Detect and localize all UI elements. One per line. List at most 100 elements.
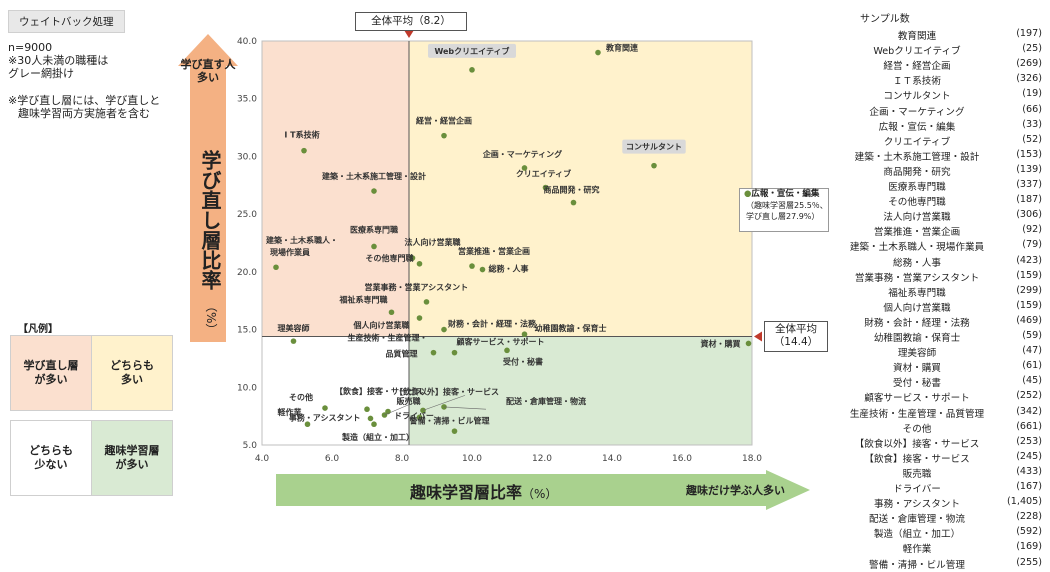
point-label: 企画・マーケティング xyxy=(482,149,562,159)
point-label: 幼稚園教諭・保育士 xyxy=(535,323,607,333)
y-tick-label: 10.0 xyxy=(237,383,257,393)
data-point xyxy=(290,338,297,344)
data-point xyxy=(451,428,458,434)
data-point xyxy=(420,407,426,414)
data-point xyxy=(409,255,416,261)
legend-relearn-high: 学び直し層 が多い xyxy=(10,335,92,411)
sample-row-name: 顧客サービス・サポート xyxy=(864,393,970,405)
sample-row-count: (197) xyxy=(1016,28,1042,39)
point-label: Webクリエイティブ xyxy=(434,46,509,56)
sample-row-name: 企画・マーケティング xyxy=(869,106,965,118)
x-arrow-main-text: 趣味学習層比率 xyxy=(410,483,523,502)
sample-row-name: 総務・人事 xyxy=(893,257,941,269)
point-label: クリエイティブ xyxy=(516,169,571,179)
data-point xyxy=(273,264,279,271)
sample-row-count: (139) xyxy=(1016,163,1042,175)
data-point xyxy=(430,349,437,356)
sample-row-count: (269) xyxy=(1016,58,1042,70)
data-point xyxy=(441,132,447,139)
pr-highlight-note: ●広報・宣伝・編集 （趣味学習層25.5％、 学び直し層27.9%） xyxy=(739,188,829,232)
x-tick-label: 10.0 xyxy=(462,454,482,464)
point-label: 教育関連 xyxy=(605,43,639,53)
legend-both-low: どちらも 少ない xyxy=(10,420,92,496)
sample-row-name: その他専門職 xyxy=(888,197,946,209)
sample-row: 顧客サービス・サポート (252) xyxy=(842,390,1042,405)
data-point xyxy=(651,162,657,169)
sample-row-name: 広報・宣伝・編集 xyxy=(878,121,956,133)
x-tick-label: 12.0 xyxy=(532,454,552,464)
point-label: その他 xyxy=(289,392,313,402)
pr-highlight-detail: （趣味学習層25.5％、 学び直し層27.9%） xyxy=(746,201,828,221)
point-label: 福祉系専門職 xyxy=(339,294,388,304)
sample-row-name: 【飲食以外】接客・サービス xyxy=(854,438,980,450)
note-relearn-2: 趣味学習両方実施者を含む xyxy=(18,107,150,120)
sample-row-name: 建築・土木系職人・現場作業員 xyxy=(849,242,985,254)
data-point xyxy=(469,67,475,73)
data-point xyxy=(469,263,475,269)
data-point xyxy=(451,349,458,356)
quadrant-both-high xyxy=(409,41,752,337)
point-label: 配送・倉庫管理・物流 xyxy=(506,396,586,406)
plot-frame xyxy=(261,40,753,446)
sample-row-count: (66) xyxy=(1022,103,1042,115)
point-label: 財務・会計・経理・法務 xyxy=(447,319,537,329)
data-point xyxy=(388,309,395,316)
sample-row-name: ドライバー xyxy=(893,484,941,495)
y-arrow-unit: （%） xyxy=(204,300,218,336)
sample-row: 軽作業 (169) xyxy=(842,541,1042,556)
leader-line xyxy=(422,395,466,411)
sample-row: クリエイティブ (52) xyxy=(842,134,1042,149)
point-label: 建築・土木系施工管理・設計 xyxy=(321,171,426,181)
point-label: 製造（組立・加工） xyxy=(341,432,414,442)
data-point xyxy=(416,315,423,321)
sample-row-name: 理美容師 xyxy=(897,348,937,360)
sample-row-count: (1,405) xyxy=(1007,496,1042,508)
data-point xyxy=(542,184,549,191)
sample-row: 建築・土木系施工管理・設計 (153) xyxy=(842,149,1042,164)
sample-row: 販売職 (433) xyxy=(842,466,1042,481)
point-label: 【飲食以外】接客・サービス xyxy=(395,386,499,396)
sample-row-name: 教育関連 xyxy=(897,31,937,42)
sample-row: 福祉系専門職 (299) xyxy=(842,285,1042,300)
sample-row-count: (52) xyxy=(1022,133,1042,145)
point-label: 販売職 xyxy=(397,396,421,406)
sample-row-name: 幼稚園教諭・保育士 xyxy=(873,333,961,344)
x-tick-label: 16.0 xyxy=(672,454,692,464)
point-label: I T系技術 xyxy=(284,130,319,140)
sample-row-count: (342) xyxy=(1016,405,1042,417)
sample-row-count: (253) xyxy=(1016,435,1042,447)
point-label: ドライバー xyxy=(394,412,434,421)
x-tick-label: 4.0 xyxy=(255,454,270,464)
data-point xyxy=(416,260,423,267)
pr-highlight-title-text: 広報・宣伝・編集 xyxy=(751,189,820,199)
data-point xyxy=(521,331,528,337)
data-point xyxy=(367,415,374,422)
sample-row: 総務・人事 (423) xyxy=(842,255,1042,270)
sample-row-name: 販売職 xyxy=(902,468,932,480)
y-average-callout: 全体平均 （14.4） xyxy=(764,321,828,352)
sample-row: 法人向け営業職 (306) xyxy=(842,209,1042,224)
note-small-sample-1: ※30人未満の職種は xyxy=(8,54,109,67)
sample-row: 【飲食】接客・サービス (245) xyxy=(842,451,1042,466)
y-tick-label: 30.0 xyxy=(237,152,257,162)
sample-row-count: (25) xyxy=(1022,43,1042,55)
data-point xyxy=(322,405,328,411)
sample-row-count: (169) xyxy=(1016,541,1042,553)
sample-row-count: (423) xyxy=(1016,254,1042,266)
sample-row: 理美容師 (47) xyxy=(842,345,1042,360)
sample-row: 個人向け営業職 (159) xyxy=(842,300,1042,315)
quadrant-both-low xyxy=(262,336,409,445)
sample-row-count: (469) xyxy=(1016,314,1042,326)
sample-row-count: (306) xyxy=(1016,209,1042,221)
note-n: n=9000 xyxy=(8,41,53,54)
data-point xyxy=(364,406,370,413)
y-arrow-main-label: 学び直し層比率 xyxy=(198,150,222,290)
sample-row-name: コンサルタント xyxy=(883,91,951,103)
sample-row-name: 商品開発・研究 xyxy=(883,166,951,178)
sample-row: 営業事務・営業アシスタント (159) xyxy=(842,270,1042,285)
y-tick-label: 20.0 xyxy=(237,268,257,278)
sample-row: 財務・会計・経理・法務 (469) xyxy=(842,315,1042,330)
sample-row: 企画・マーケティング (66) xyxy=(842,104,1042,119)
sample-row-count: (45) xyxy=(1022,375,1042,387)
